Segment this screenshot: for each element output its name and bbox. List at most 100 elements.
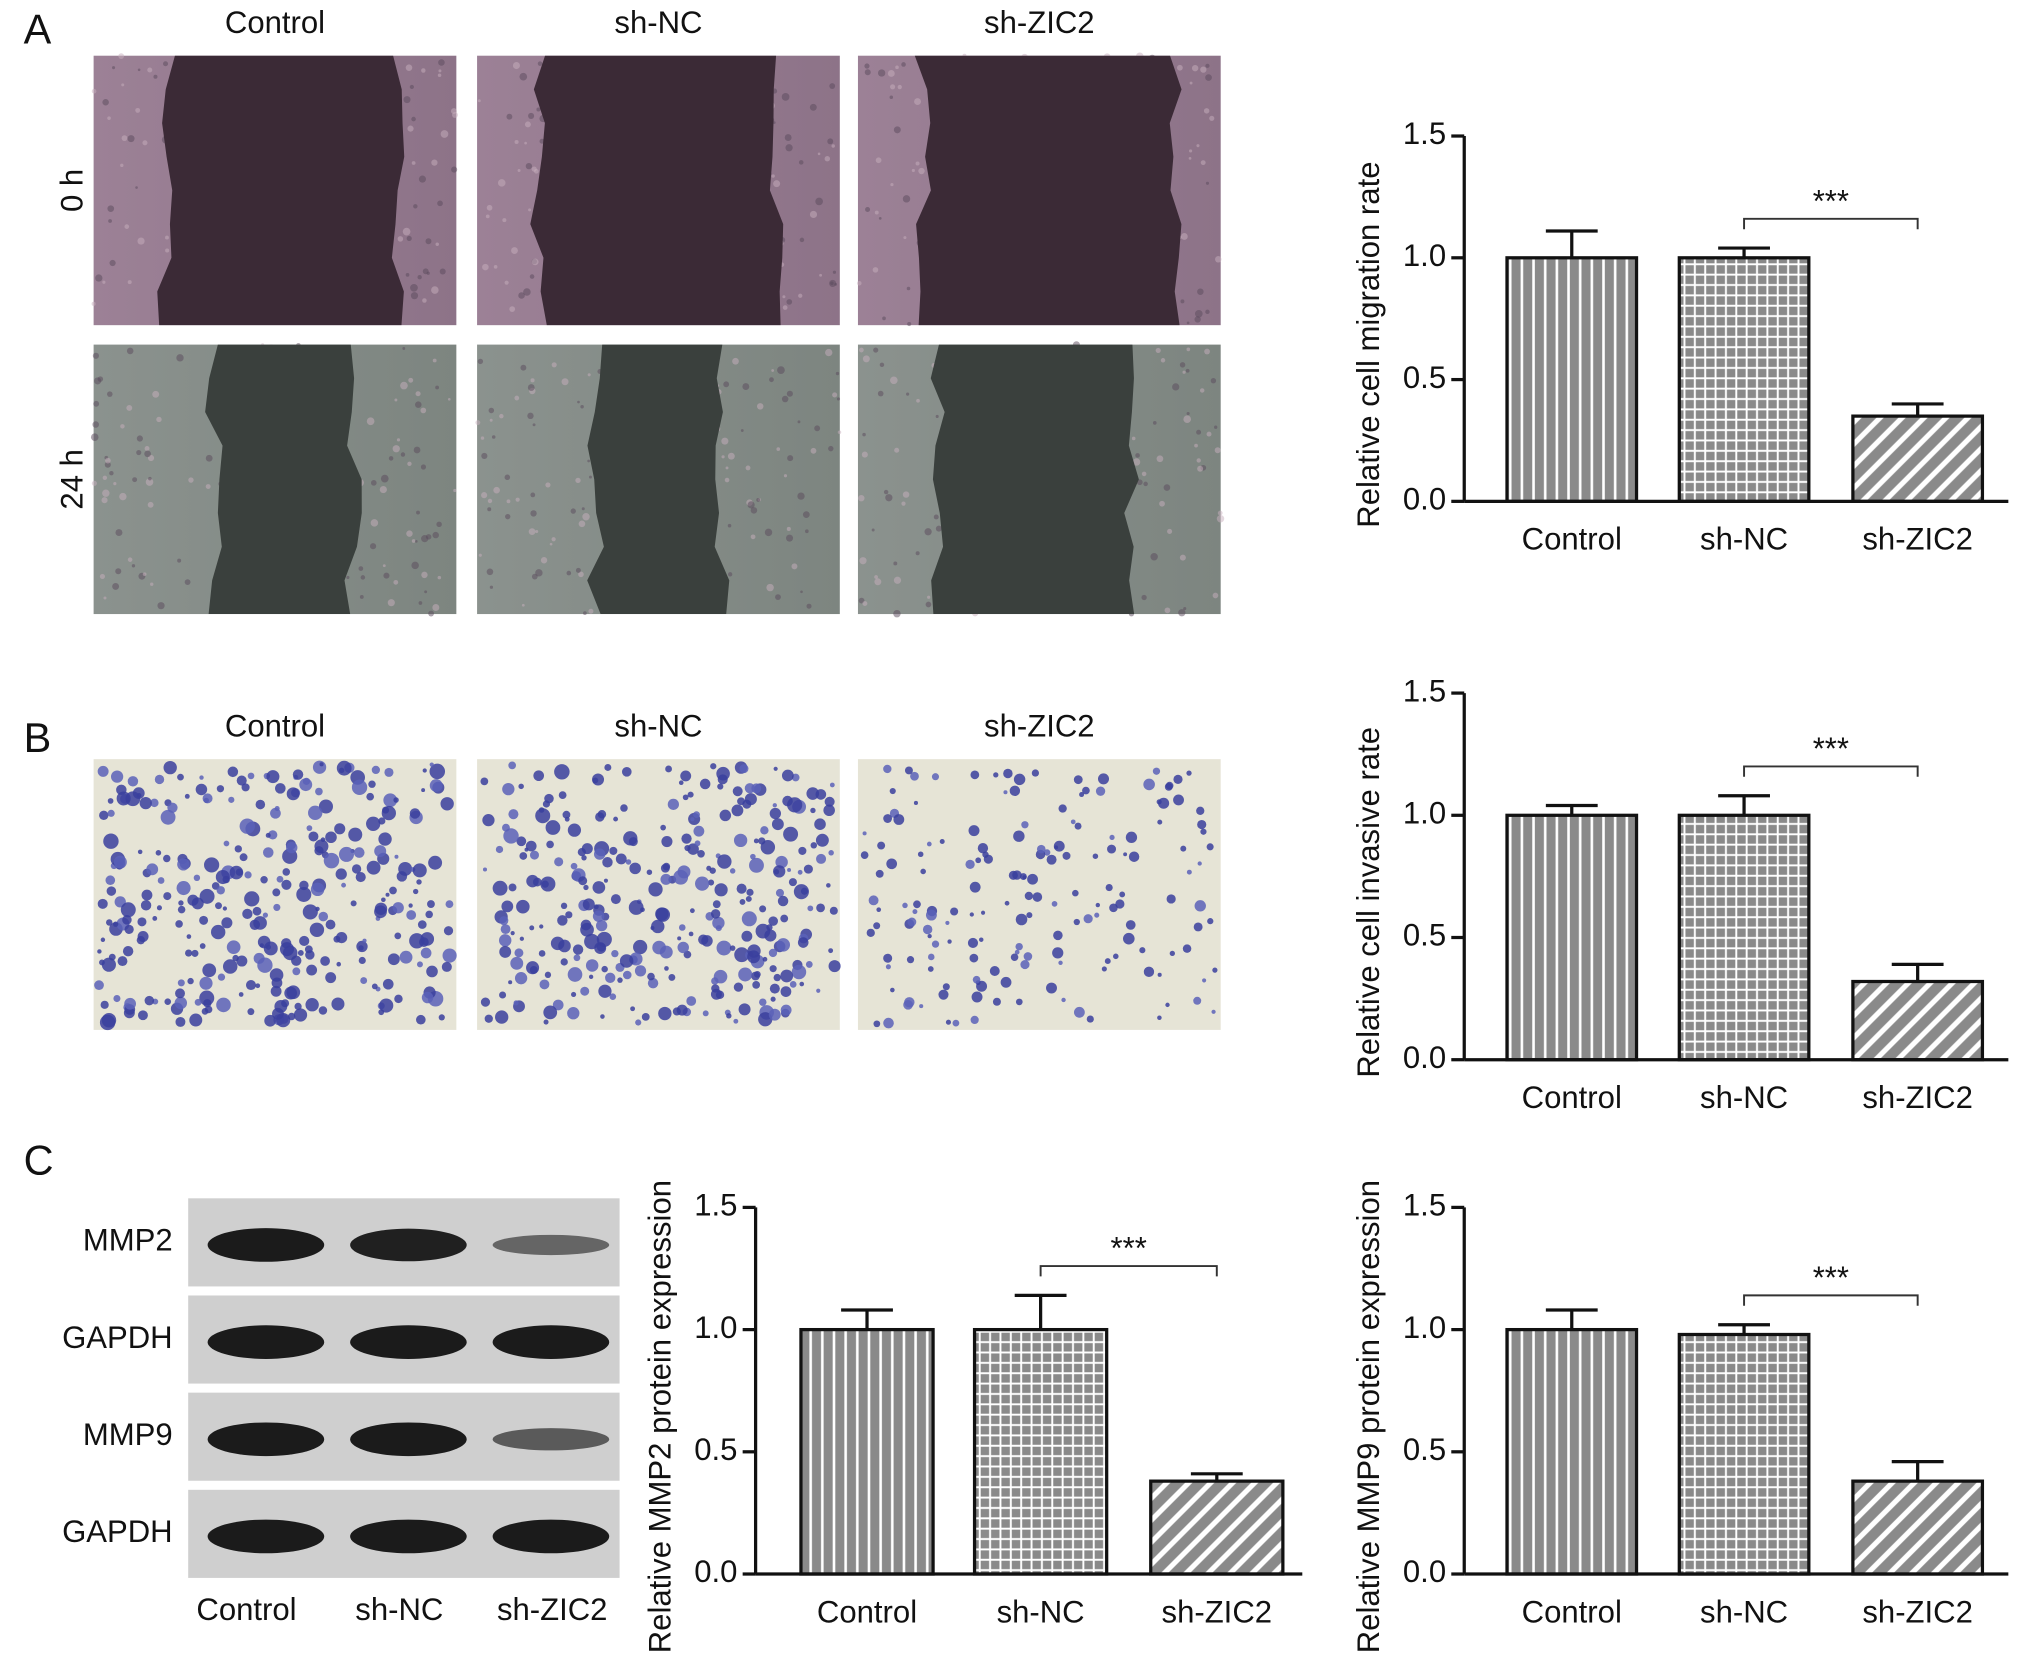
stained-cell bbox=[210, 924, 226, 940]
stained-cell bbox=[580, 986, 590, 996]
stained-cell bbox=[816, 903, 825, 913]
blot-band bbox=[207, 1228, 325, 1262]
stained-cell bbox=[828, 948, 834, 954]
stained-cell bbox=[187, 894, 199, 906]
cell-texture bbox=[488, 407, 495, 414]
cell-texture bbox=[499, 413, 504, 419]
cell-texture bbox=[786, 390, 793, 397]
cell-texture bbox=[885, 494, 893, 502]
stained-cell bbox=[1031, 769, 1040, 777]
cell-texture bbox=[142, 140, 148, 146]
stained-cell bbox=[371, 765, 380, 775]
cell-texture bbox=[916, 398, 920, 403]
stained-cell bbox=[554, 764, 570, 780]
stained-cell bbox=[970, 1015, 979, 1025]
stained-cell bbox=[562, 810, 571, 819]
stained-cell bbox=[828, 850, 834, 856]
cell-texture bbox=[832, 270, 837, 274]
stained-cell bbox=[927, 953, 935, 961]
stained-cell bbox=[514, 972, 528, 985]
stained-cell bbox=[421, 788, 426, 793]
cell-texture bbox=[493, 265, 498, 269]
stained-cell bbox=[236, 955, 248, 967]
cell-texture bbox=[435, 385, 439, 390]
stained-cell bbox=[791, 964, 807, 980]
stained-cell bbox=[239, 818, 255, 834]
stained-cell bbox=[442, 948, 457, 963]
stained-cell bbox=[665, 765, 672, 773]
cell-texture bbox=[1135, 453, 1140, 458]
stained-cell bbox=[567, 1007, 580, 1020]
stained-cell bbox=[712, 916, 725, 930]
stained-cell bbox=[780, 986, 792, 997]
stained-cell bbox=[766, 924, 773, 931]
cell-texture bbox=[927, 595, 931, 599]
stained-cell bbox=[127, 776, 139, 787]
cell-texture bbox=[1131, 436, 1136, 441]
stained-cell bbox=[1143, 966, 1155, 977]
stained-cell bbox=[823, 804, 835, 817]
stained-cell bbox=[234, 845, 242, 853]
stained-cell bbox=[216, 785, 225, 793]
stained-cell bbox=[499, 945, 512, 958]
y-tick-label: 1.0 bbox=[694, 1310, 737, 1345]
stained-cell bbox=[236, 775, 247, 786]
x-tick-label: Control bbox=[1522, 1594, 1622, 1629]
stained-cell bbox=[226, 940, 241, 954]
stained-cell bbox=[702, 1010, 709, 1017]
cell-texture bbox=[188, 477, 194, 483]
significance-bracket bbox=[1743, 765, 1919, 777]
cell-texture bbox=[871, 528, 875, 532]
y-tick-label: 1.0 bbox=[1403, 796, 1446, 831]
cell-texture bbox=[102, 98, 109, 106]
cell-texture bbox=[418, 601, 423, 605]
stained-cell bbox=[132, 787, 145, 800]
stained-cell bbox=[759, 998, 767, 1006]
stained-cell bbox=[1058, 804, 1067, 813]
cell-texture bbox=[1196, 458, 1201, 463]
cell-texture bbox=[551, 537, 556, 542]
cell-texture bbox=[425, 534, 432, 540]
stained-cell bbox=[977, 843, 989, 854]
cell-texture bbox=[406, 235, 412, 242]
cell-texture bbox=[915, 161, 920, 166]
cell-texture bbox=[1194, 309, 1203, 318]
row-label: 24 h bbox=[54, 449, 89, 510]
stained-cell bbox=[633, 939, 648, 955]
stained-cell bbox=[106, 886, 117, 896]
stained-cell bbox=[518, 783, 524, 790]
stained-cell bbox=[191, 949, 199, 957]
blot-column-label: Control bbox=[196, 1592, 296, 1627]
stained-cell bbox=[773, 973, 781, 982]
stained-cell bbox=[174, 996, 188, 1010]
stained-cell bbox=[1212, 967, 1218, 973]
stained-cell bbox=[1197, 861, 1202, 866]
cell-texture bbox=[747, 501, 755, 509]
stained-cell bbox=[526, 961, 540, 975]
cell-texture bbox=[150, 582, 154, 586]
stained-cell bbox=[816, 853, 827, 864]
cell-texture bbox=[113, 482, 117, 486]
wound-gap bbox=[205, 344, 362, 615]
cell-texture bbox=[894, 447, 900, 453]
stained-cell bbox=[1058, 960, 1063, 965]
stained-cell bbox=[350, 900, 357, 907]
y-tick-label: 1.5 bbox=[1403, 1188, 1446, 1223]
cell-texture bbox=[781, 395, 789, 403]
cell-texture bbox=[831, 144, 835, 148]
stained-cell bbox=[1157, 1015, 1162, 1021]
cell-texture bbox=[90, 433, 99, 441]
x-tick-label: sh-NC bbox=[1700, 522, 1788, 557]
cell-texture bbox=[415, 540, 418, 543]
stained-cell bbox=[544, 793, 554, 804]
stained-cell bbox=[120, 902, 136, 918]
significance-label: *** bbox=[1813, 184, 1849, 219]
stained-cell bbox=[890, 987, 895, 993]
cell-texture bbox=[578, 571, 584, 578]
stained-cell bbox=[222, 959, 238, 974]
cell-texture bbox=[771, 369, 775, 372]
cell-texture bbox=[477, 99, 481, 103]
stained-cell bbox=[783, 826, 799, 842]
stained-cell bbox=[610, 894, 621, 905]
stained-cell bbox=[775, 888, 785, 897]
